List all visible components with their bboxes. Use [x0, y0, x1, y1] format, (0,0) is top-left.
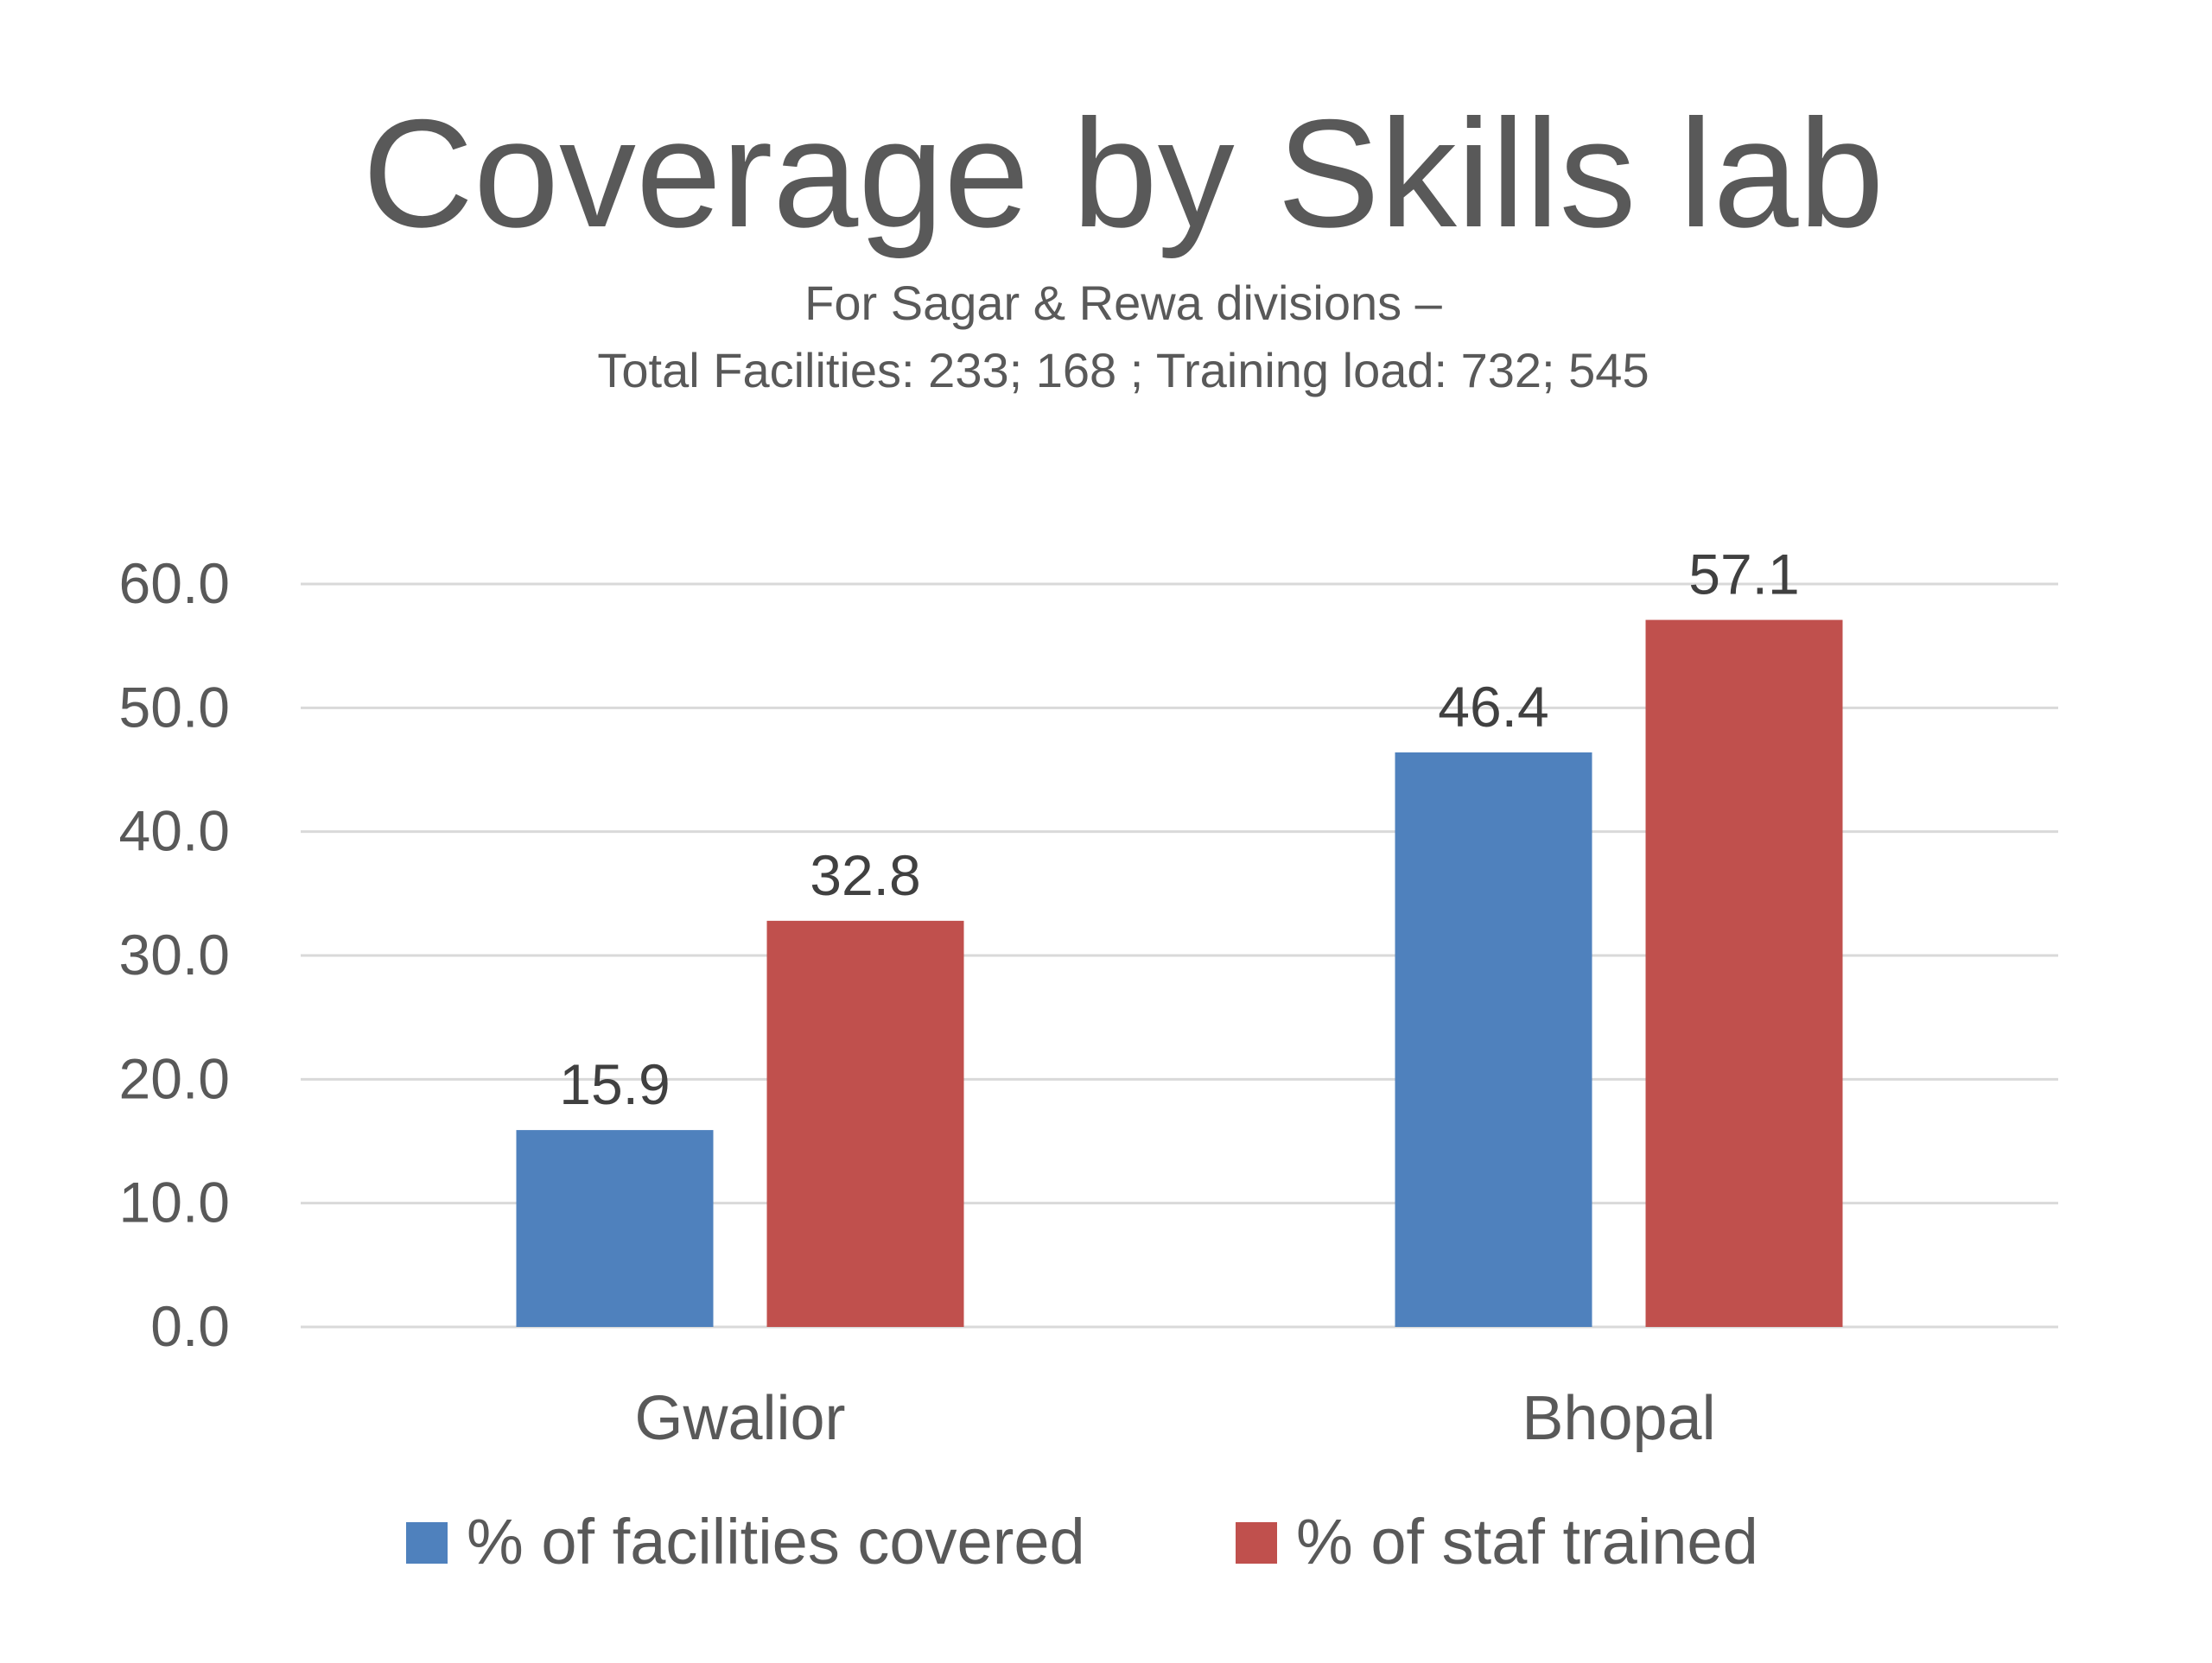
data-label: 15.9	[559, 1052, 670, 1116]
bar-gwalior-series-1	[516, 1130, 714, 1327]
x-tick-label-bhopal: Bhopal	[1522, 1384, 1715, 1453]
legend-swatch	[406, 1522, 448, 1564]
y-tick-label: 50.0	[119, 675, 230, 739]
chart-subtitle-line-1: For Sagar & Rewa divisions –	[804, 276, 1443, 330]
chart-subtitle-line-2: Total Facilities: 233; 168 ; Training lo…	[597, 343, 1649, 397]
x-tick-label-gwalior: Gwalior	[634, 1384, 845, 1453]
y-tick-label: 10.0	[119, 1171, 230, 1235]
bar-gwalior-series-2	[766, 920, 964, 1327]
legend-label: % of staf trained	[1296, 1506, 1758, 1577]
bar-bhopal-series-2	[1645, 619, 1843, 1327]
legend: % of facilities covered % of staf trained	[406, 1506, 1758, 1577]
y-tick-label: 20.0	[119, 1046, 230, 1110]
bar-bhopal-series-1	[1395, 752, 1592, 1327]
legend-label: % of facilities covered	[467, 1506, 1085, 1577]
data-label: 46.4	[1438, 675, 1548, 739]
bars	[516, 619, 1843, 1327]
y-tick-label: 0.0	[150, 1294, 230, 1358]
y-tick-label: 60.0	[119, 551, 230, 615]
data-label: 32.8	[810, 843, 920, 907]
y-tick-label: 30.0	[119, 923, 230, 987]
data-labels: 15.9 32.8 46.4 57.1	[559, 543, 1799, 1117]
legend-swatch	[1236, 1522, 1277, 1564]
y-tick-label: 40.0	[119, 799, 230, 863]
chart-title: Coverage by Skills lab	[362, 87, 1884, 259]
y-axis-ticks: 0.0 10.0 20.0 30.0 40.0 50.0 60.0	[119, 551, 230, 1358]
data-label: 57.1	[1688, 543, 1799, 606]
x-axis-ticks: Gwalior Bhopal	[634, 1384, 1715, 1453]
